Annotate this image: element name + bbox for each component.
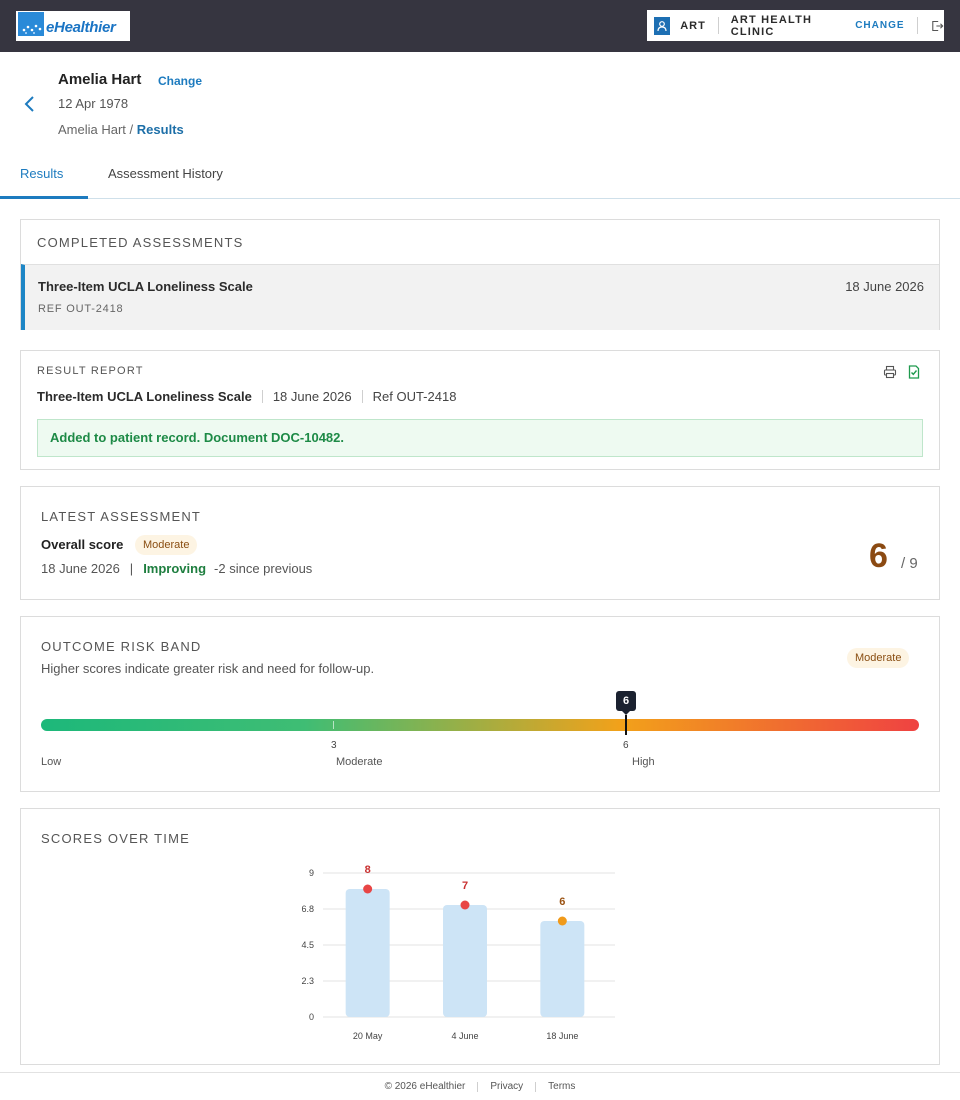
chart-y-tick-label: 2.3: [301, 976, 314, 986]
chart-x-tick-label: 20 May: [353, 1031, 383, 1041]
gauge-tick-label: 3: [331, 740, 337, 751]
completed-assessments-card: Completed Assessments Three-Item UCLA Lo…: [20, 219, 940, 330]
assessment-name: Three-Item UCLA Loneliness Scale: [38, 279, 253, 294]
logo-text: eHealthier: [46, 19, 116, 36]
active-tab-indicator: [0, 196, 88, 199]
chart-point: [363, 884, 373, 894]
tab-results[interactable]: Results: [20, 166, 64, 181]
score-maximum: / 9: [901, 555, 918, 572]
trend-label: Improving: [143, 561, 207, 576]
chart-y-tick-label: 4.5: [301, 940, 314, 950]
print-icon[interactable]: [883, 365, 897, 379]
patient-dob: 12 Apr 1978: [58, 96, 129, 111]
result-report-card: Result Report Three-Item UCLA Loneliness…: [20, 350, 940, 470]
completed-assessments-title: Completed Assessments: [37, 235, 244, 250]
divider: [535, 1081, 537, 1092]
divider: [261, 390, 263, 403]
chart-y-tick-label: 0: [309, 1012, 314, 1022]
report-ref: Ref OUT-2418: [372, 389, 457, 404]
privacy-link[interactable]: Privacy: [490, 1081, 524, 1092]
result-report-label: Result Report: [37, 365, 144, 377]
overall-score-value: 6: [869, 537, 888, 575]
assessment-list-item[interactable]: Three-Item UCLA Loneliness Scale REF OUT…: [21, 264, 939, 330]
record-added-banner: Added to patient record. Document DOC-10…: [37, 419, 923, 457]
chart-bar: [540, 921, 585, 1017]
top-bar: eHealthier ART ART HEALTH CLINIC CHANGE: [0, 0, 960, 52]
breadcrumb: Amelia Hart / Results: [58, 122, 184, 137]
divider: [477, 1081, 479, 1092]
risk-marker: [625, 715, 627, 735]
chart-data-label: 8: [365, 864, 371, 876]
chart-bar: [443, 905, 487, 1017]
report-date: 18 June 2026: [272, 389, 352, 404]
breadcrumb-root[interactable]: Amelia Hart: [58, 122, 126, 137]
risk-band-title: Outcome Risk Band: [41, 639, 202, 654]
record-added-message: Added to patient record. Document DOC-10…: [50, 430, 344, 445]
latest-assessment-title: Latest Assessment: [41, 509, 202, 524]
severity-badge: Moderate: [135, 535, 198, 555]
copyright: © 2026 eHealthier: [384, 1081, 466, 1092]
tab-bar: Results Assessment History: [0, 150, 960, 199]
chart-y-tick-label: 9: [309, 868, 314, 878]
ehealthier-logo[interactable]: eHealthier: [16, 11, 130, 41]
score-change: -2 since previous: [214, 561, 313, 576]
risk-gauge-bar: [41, 719, 919, 731]
risk-marker-value: 6: [616, 691, 636, 715]
report-summary: Three-Item UCLA Loneliness Scale 18 June…: [37, 389, 456, 404]
tab-assessment-history[interactable]: Assessment History: [108, 166, 223, 181]
clinic-user-label: ART: [680, 19, 706, 32]
clinic-name: ART HEALTH CLINIC: [730, 13, 813, 38]
assessment-ref: REF OUT-2418: [38, 303, 124, 315]
gauge-tick-label: 6: [623, 740, 629, 751]
scores-over-time-title: Scores Over Time: [41, 831, 190, 846]
chart-y-tick-label: 6.8: [301, 904, 314, 914]
clinic-selector: ART ART HEALTH CLINIC CHANGE: [647, 10, 944, 41]
divider: |: [129, 561, 134, 576]
report-assessment-name: Three-Item UCLA Loneliness Scale: [37, 389, 252, 404]
chart-x-tick-label: 18 June: [546, 1031, 578, 1041]
chart-point: [557, 916, 567, 926]
footer: © 2026 eHealthier Privacy Terms: [0, 1072, 960, 1100]
breadcrumb-current: Results: [136, 122, 184, 137]
divider: [916, 17, 918, 34]
document-check-icon[interactable]: [907, 365, 921, 379]
band-label-high: High: [632, 756, 655, 768]
chart-point: [460, 900, 470, 910]
logout-icon[interactable]: [931, 19, 944, 33]
scores-chart: 0 2.3 4.5 6.8 9 8 20 May 7 4 June 6 18 June: [301, 864, 615, 1041]
gauge-tick: [333, 721, 334, 729]
assessment-date: 18 June 2026: [845, 279, 924, 294]
risk-badge: Moderate: [847, 648, 910, 668]
report-actions: [883, 365, 921, 379]
band-label-low: Low: [41, 756, 62, 768]
chart-x-tick-label: 4 June: [451, 1031, 478, 1041]
latest-assessment-details: 18 June 2026 | Improving -2 since previo…: [41, 561, 312, 576]
band-label-moderate: Moderate: [336, 756, 383, 768]
chart-data-label: 7: [462, 880, 468, 892]
divider: [361, 390, 363, 403]
terms-link[interactable]: Terms: [548, 1081, 576, 1092]
chart-bar: [345, 889, 390, 1017]
logo-mark-icon: [18, 12, 44, 36]
chart-data-label: 6: [559, 896, 565, 908]
latest-date: 18 June 2026: [41, 561, 120, 576]
overall-score-label: Overall score: [41, 537, 124, 552]
chevron-left-icon[interactable]: [22, 95, 38, 113]
latest-assessment-card: Latest Assessment Overall score Moderate…: [20, 486, 940, 600]
scores-over-time-card: Scores Over Time 0 2.3 4.5 6.8 9 8 20 May 7 4 Ju…: [20, 808, 940, 1065]
user-icon[interactable]: [654, 16, 671, 35]
clinic-change-link[interactable]: CHANGE: [855, 20, 905, 31]
outcome-risk-band-card: Outcome Risk Band Higher scores indicate…: [20, 616, 940, 792]
patient-name: Amelia Hart: [58, 71, 142, 88]
breadcrumb-separator: /: [129, 122, 134, 137]
change-patient-link[interactable]: Change: [158, 74, 203, 88]
divider: [717, 17, 719, 34]
risk-band-description: Higher scores indicate greater risk and …: [41, 661, 375, 676]
